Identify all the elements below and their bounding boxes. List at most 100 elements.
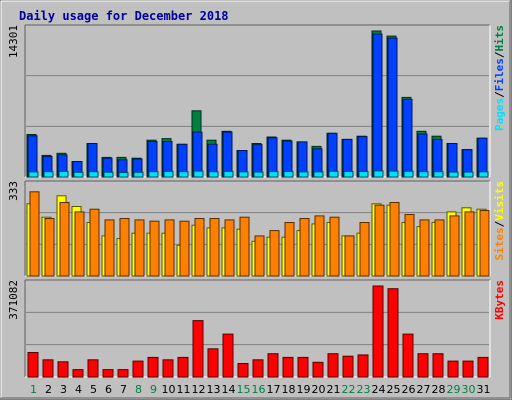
bar-kbytes-16 — [252, 359, 264, 378]
bar-pages-5 — [88, 171, 99, 178]
bar-kbytes-22 — [342, 355, 354, 378]
bar-kbytes-24 — [372, 285, 384, 378]
ymax-label-visits: 333 — [7, 181, 20, 201]
day-label-27: 27 — [417, 383, 431, 396]
bar-pages-30 — [463, 171, 474, 178]
bar-sites-26 — [404, 214, 415, 277]
bar-pages-14 — [223, 170, 234, 178]
bar-sites-21 — [329, 216, 340, 277]
bar-kbytes-2 — [42, 359, 54, 378]
bar-kbytes-18 — [282, 356, 294, 378]
ymax-label-hits: 14301 — [7, 25, 20, 58]
bar-kbytes-25 — [387, 288, 399, 378]
bar-sites-1 — [29, 191, 40, 277]
bar-pages-23 — [358, 171, 369, 178]
day-label-6: 6 — [105, 383, 112, 396]
bar-kbytes-26 — [402, 333, 414, 378]
day-label-10: 10 — [162, 383, 176, 396]
bar-pages-22 — [343, 171, 354, 178]
bar-files-26 — [402, 98, 413, 178]
day-label-11: 11 — [177, 383, 191, 396]
bar-pages-2 — [43, 171, 54, 178]
bar-files-12 — [192, 131, 203, 178]
day-label-24: 24 — [372, 383, 386, 396]
day-label-22: 22 — [342, 383, 356, 396]
side-legend-item: Visits — [493, 181, 506, 221]
bar-kbytes-20 — [312, 361, 324, 378]
bar-sites-23 — [359, 222, 370, 277]
day-label-1: 1 — [30, 383, 37, 396]
bar-pages-15 — [238, 171, 249, 178]
bar-files-14 — [222, 131, 233, 178]
bar-files-23 — [357, 136, 368, 178]
bar-sites-17 — [269, 230, 280, 277]
bar-kbytes-1 — [27, 352, 39, 378]
day-label-9: 9 — [150, 383, 157, 396]
bar-sites-6 — [104, 219, 115, 277]
bar-sites-9 — [149, 220, 160, 277]
day-label-3: 3 — [60, 383, 67, 396]
day-labels: 1 2 3 4 5 6 7 8 9 10 11 12 13 14 15 16 17 18 19 20 21 22 23 24 2… — [30, 383, 491, 396]
side-legend-kbytes: KBytes — [493, 280, 506, 320]
side-legend-item: KBytes — [493, 280, 506, 320]
side-legend-item: Files — [493, 58, 506, 91]
day-label-14: 14 — [222, 383, 236, 396]
bar-kbytes-19 — [297, 356, 309, 378]
bar-pages-4 — [73, 171, 84, 178]
bar-kbytes-31 — [477, 356, 489, 378]
panel-kbytes: 371082 KBytes — [7, 279, 506, 378]
bar-sites-3 — [59, 202, 70, 277]
bar-pages-27 — [418, 171, 429, 178]
bar-sites-7 — [119, 218, 130, 277]
bar-sites-11 — [179, 220, 190, 277]
bar-sites-12 — [194, 218, 205, 277]
side-legend-item: Sites — [493, 227, 506, 260]
day-label-15: 15 — [237, 383, 251, 396]
bar-pages-20 — [313, 171, 324, 178]
bar-kbytes-14 — [222, 333, 234, 378]
bar-pages-3 — [58, 170, 69, 178]
day-label-30: 30 — [462, 383, 476, 396]
bar-kbytes-4 — [72, 369, 84, 378]
bar-pages-16 — [253, 171, 264, 178]
bar-sites-2 — [44, 218, 55, 277]
bar-sites-29 — [449, 215, 460, 277]
bar-sites-4 — [74, 211, 85, 277]
day-label-21: 21 — [327, 383, 341, 396]
bar-pages-11 — [178, 171, 189, 178]
bar-kbytes-15 — [237, 363, 249, 378]
day-label-19: 19 — [297, 383, 311, 396]
bar-pages-12 — [193, 170, 204, 178]
bar-kbytes-9 — [147, 356, 159, 378]
bar-files-27 — [417, 133, 428, 178]
day-label-25: 25 — [387, 383, 401, 396]
bar-kbytes-27 — [417, 353, 429, 378]
day-label-5: 5 — [90, 383, 97, 396]
bar-sites-25 — [389, 202, 400, 277]
bar-pages-7 — [118, 172, 129, 178]
bar-pages-8 — [133, 171, 144, 178]
day-label-7: 7 — [120, 383, 127, 396]
bar-kbytes-29 — [447, 360, 459, 378]
bar-pages-6 — [103, 171, 114, 178]
bar-pages-1 — [28, 171, 39, 178]
bar-kbytes-8 — [132, 360, 144, 378]
bar-pages-25 — [388, 170, 399, 178]
side-legend-visits: Sites/Visits — [493, 181, 506, 261]
bar-kbytes-23 — [357, 354, 369, 378]
day-label-8: 8 — [135, 383, 142, 396]
bar-sites-18 — [284, 222, 295, 277]
bar-sites-10 — [164, 219, 175, 277]
day-label-26: 26 — [402, 383, 416, 396]
bar-kbytes-3 — [57, 361, 69, 378]
bar-kbytes-28 — [432, 353, 444, 378]
bar-kbytes-5 — [87, 359, 99, 378]
panel-visits: 333 Sites/Visits — [7, 180, 506, 277]
bar-kbytes-17 — [267, 353, 279, 378]
bar-pages-13 — [208, 171, 219, 178]
bar-sites-13 — [209, 218, 220, 277]
bar-pages-18 — [283, 171, 294, 178]
